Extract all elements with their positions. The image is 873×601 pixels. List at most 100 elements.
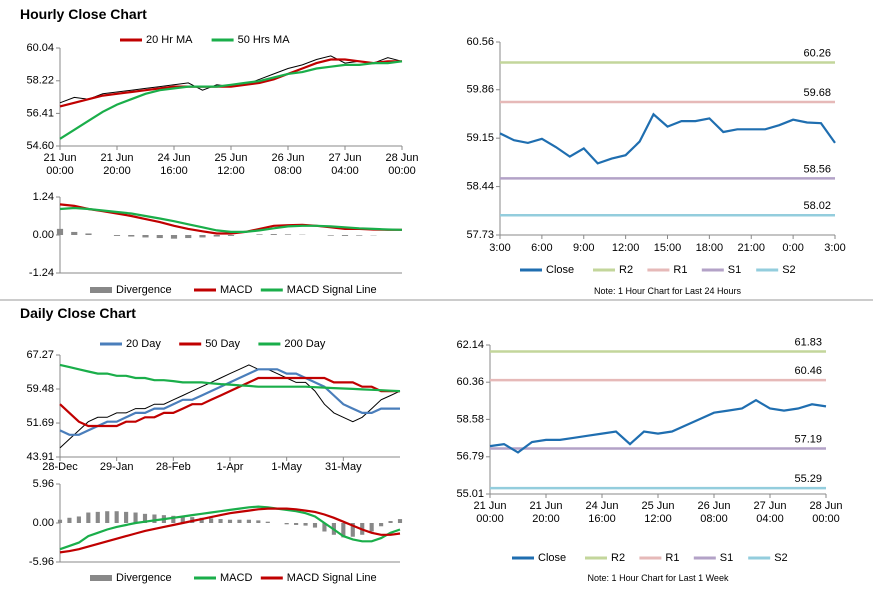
- bar: [209, 518, 214, 523]
- bar: [142, 513, 148, 523]
- level-label: 60.46: [794, 365, 822, 377]
- x-tick-label: 24 Jun 16:00: [585, 500, 619, 525]
- bar: [237, 519, 242, 523]
- bar: [171, 515, 176, 523]
- bar: [265, 521, 270, 523]
- legend-label: MACD: [220, 572, 252, 584]
- note: Note: 1 Hour Chart for Last 1 Week: [587, 573, 729, 583]
- y-tick-label: 67.27: [26, 349, 54, 361]
- x-tick-label: 31-May: [324, 461, 362, 473]
- series-line: [59, 368, 400, 436]
- note: Note: 1 Hour Chart for Last 24 Hours: [593, 286, 742, 296]
- bar: [312, 523, 318, 528]
- x-tick-label: 28-Feb: [155, 461, 191, 473]
- bar: [124, 511, 129, 523]
- legend-label: S1: [728, 264, 741, 276]
- legend-label: Divergence: [116, 572, 172, 584]
- y-tick-label: 59.15: [466, 132, 494, 144]
- bar: [397, 519, 403, 523]
- legend-label: S2: [782, 264, 795, 276]
- level-label: 58.56: [803, 163, 831, 175]
- bar: [180, 516, 185, 523]
- bar: [227, 235, 235, 236]
- bar: [95, 511, 100, 523]
- bar: [152, 514, 157, 523]
- x-tick-label: 21 Jun 00:00: [473, 500, 507, 525]
- bar: [356, 235, 363, 236]
- x-tick-label: 12:00: [611, 242, 640, 254]
- bar: [294, 523, 299, 525]
- bar: [256, 520, 261, 523]
- y-tick-label: 58.44: [466, 180, 494, 192]
- x-tick-label: 25 Jun 12:00: [641, 500, 675, 525]
- x-tick-label: 29-Jan: [99, 461, 134, 473]
- x-tick-label: 27 Jun 04:00: [753, 500, 787, 525]
- legend-label: Divergence: [116, 284, 172, 296]
- bar: [128, 235, 135, 237]
- bar: [86, 512, 91, 523]
- series-line: [59, 505, 401, 551]
- y-tick-label: 59.86: [466, 84, 494, 96]
- y-tick-label: 60.56: [466, 36, 494, 48]
- bar: [227, 519, 233, 523]
- legend-label: 50 Hrs MA: [238, 34, 291, 46]
- x-tick-label: 3:00: [824, 242, 846, 254]
- x-tick-label: 24 Jun 16:00: [157, 152, 191, 177]
- bar: [284, 523, 289, 525]
- bar: [57, 519, 63, 523]
- series-line: [59, 55, 403, 104]
- legend-label: R1: [665, 552, 679, 564]
- bar: [350, 523, 355, 537]
- series-line: [59, 203, 402, 235]
- series-line: [59, 507, 401, 554]
- bar: [170, 235, 178, 239]
- y-tick-label: 60.04: [26, 42, 54, 54]
- legend-label: 50 Day: [205, 338, 240, 350]
- x-tick-label: 21 Jun 20:00: [100, 152, 134, 177]
- level-label: 55.29: [794, 473, 822, 485]
- series-line: [59, 60, 403, 140]
- x-tick-label: 3:00: [489, 242, 511, 254]
- bar: [76, 516, 81, 523]
- x-tick-label: 28 Jun 00:00: [385, 152, 419, 177]
- bar: [270, 234, 277, 235]
- x-tick-label: 21 Jun 20:00: [529, 500, 563, 525]
- x-tick-label: 25 Jun 12:00: [214, 152, 248, 177]
- y-tick-label: 60.36: [456, 376, 484, 388]
- legend-label: MACD: [220, 284, 252, 296]
- y-tick-label: 56.41: [26, 107, 54, 119]
- bar: [218, 519, 223, 523]
- bar: [156, 235, 163, 239]
- y-tick-label: 1.24: [33, 191, 54, 203]
- level-label: 57.19: [794, 433, 822, 445]
- bar: [341, 523, 346, 538]
- y-tick-label: 62.14: [456, 339, 484, 351]
- bar: [246, 519, 251, 523]
- x-tick-label: 6:00: [531, 242, 553, 254]
- x-tick-label: 26 Jun 08:00: [271, 152, 305, 177]
- y-tick-label: 43.91: [26, 451, 54, 463]
- x-tick-label: 0:00: [782, 242, 804, 254]
- legend-label: 200 Day: [284, 338, 325, 350]
- bar: [71, 231, 78, 235]
- section-title: Daily Close Chart: [20, 305, 136, 321]
- bar: [379, 523, 384, 527]
- x-tick-label: 15:00: [653, 242, 682, 254]
- bar: [56, 228, 64, 235]
- x-tick-label: 28 Jun 00:00: [809, 500, 843, 525]
- legend-label: R2: [611, 552, 625, 564]
- x-tick-label: 21:00: [737, 242, 766, 254]
- series-line: [59, 364, 401, 449]
- legend-label: S2: [774, 552, 787, 564]
- bar: [256, 234, 263, 235]
- bar: [114, 511, 119, 523]
- y-tick-label: 57.73: [466, 229, 494, 241]
- level-label: 58.02: [803, 200, 831, 212]
- legend-label: 20 Day: [126, 338, 161, 350]
- legend-label: R2: [619, 264, 633, 276]
- series-line: [489, 398, 827, 454]
- y-tick-label: 5.96: [33, 478, 54, 490]
- y-tick-label: 58.22: [26, 75, 54, 87]
- level-label: 60.26: [803, 47, 831, 59]
